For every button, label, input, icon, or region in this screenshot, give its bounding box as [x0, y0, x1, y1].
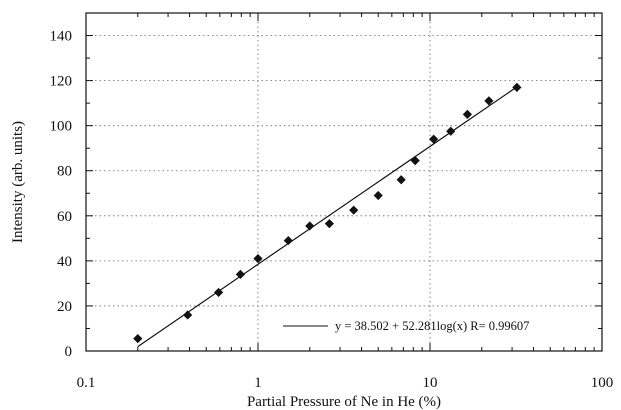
- data-point: [484, 96, 494, 106]
- data-points: [133, 82, 522, 344]
- y-tick-label: 100: [50, 119, 73, 135]
- x-tick-label: 10: [423, 375, 438, 391]
- data-point: [253, 254, 263, 264]
- data-point: [373, 190, 383, 201]
- x-tick-label: 1: [254, 375, 262, 391]
- y-tick-label: 80: [57, 164, 72, 180]
- data-point: [283, 235, 293, 246]
- y-tick-labels: 0 20 40 60 80 100 120 140: [50, 29, 73, 360]
- data-point: [512, 82, 522, 92]
- data-point: [305, 221, 315, 231]
- y-tick-label: 60: [57, 209, 72, 225]
- data-point: [183, 310, 193, 320]
- data-point: [235, 269, 245, 279]
- data-point: [429, 134, 439, 144]
- data-point: [213, 287, 224, 298]
- y-tick-label: 40: [57, 254, 72, 270]
- y-tick-label: 20: [57, 299, 72, 315]
- x-tick-labels: 0.1 1 10 100: [77, 375, 614, 391]
- data-point: [410, 155, 420, 166]
- grid-lines: [86, 13, 602, 351]
- axis-ticks: [85, 13, 602, 352]
- data-point: [396, 175, 406, 185]
- data-point: [349, 205, 359, 215]
- y-tick-label: 0: [65, 344, 73, 360]
- data-point: [462, 109, 473, 119]
- y-tick-label: 140: [50, 29, 73, 45]
- data-point: [324, 219, 334, 229]
- y-axis-label: Intensity (arb. units): [10, 121, 26, 243]
- data-point: [446, 126, 456, 136]
- y-tick-label: 120: [50, 74, 73, 90]
- legend-fit-label: y = 38.502 + 52.281log(x) R= 0.99607: [335, 319, 529, 333]
- x-axis-label: Partial Pressure of Ne in He (%): [247, 394, 441, 410]
- x-tick-label: 0.1: [77, 375, 96, 391]
- x-tick-label: 100: [591, 375, 614, 391]
- data-point: [133, 334, 143, 344]
- plot-frame: [85, 12, 603, 352]
- legend: y = 38.502 + 52.281log(x) R= 0.99607: [283, 319, 529, 333]
